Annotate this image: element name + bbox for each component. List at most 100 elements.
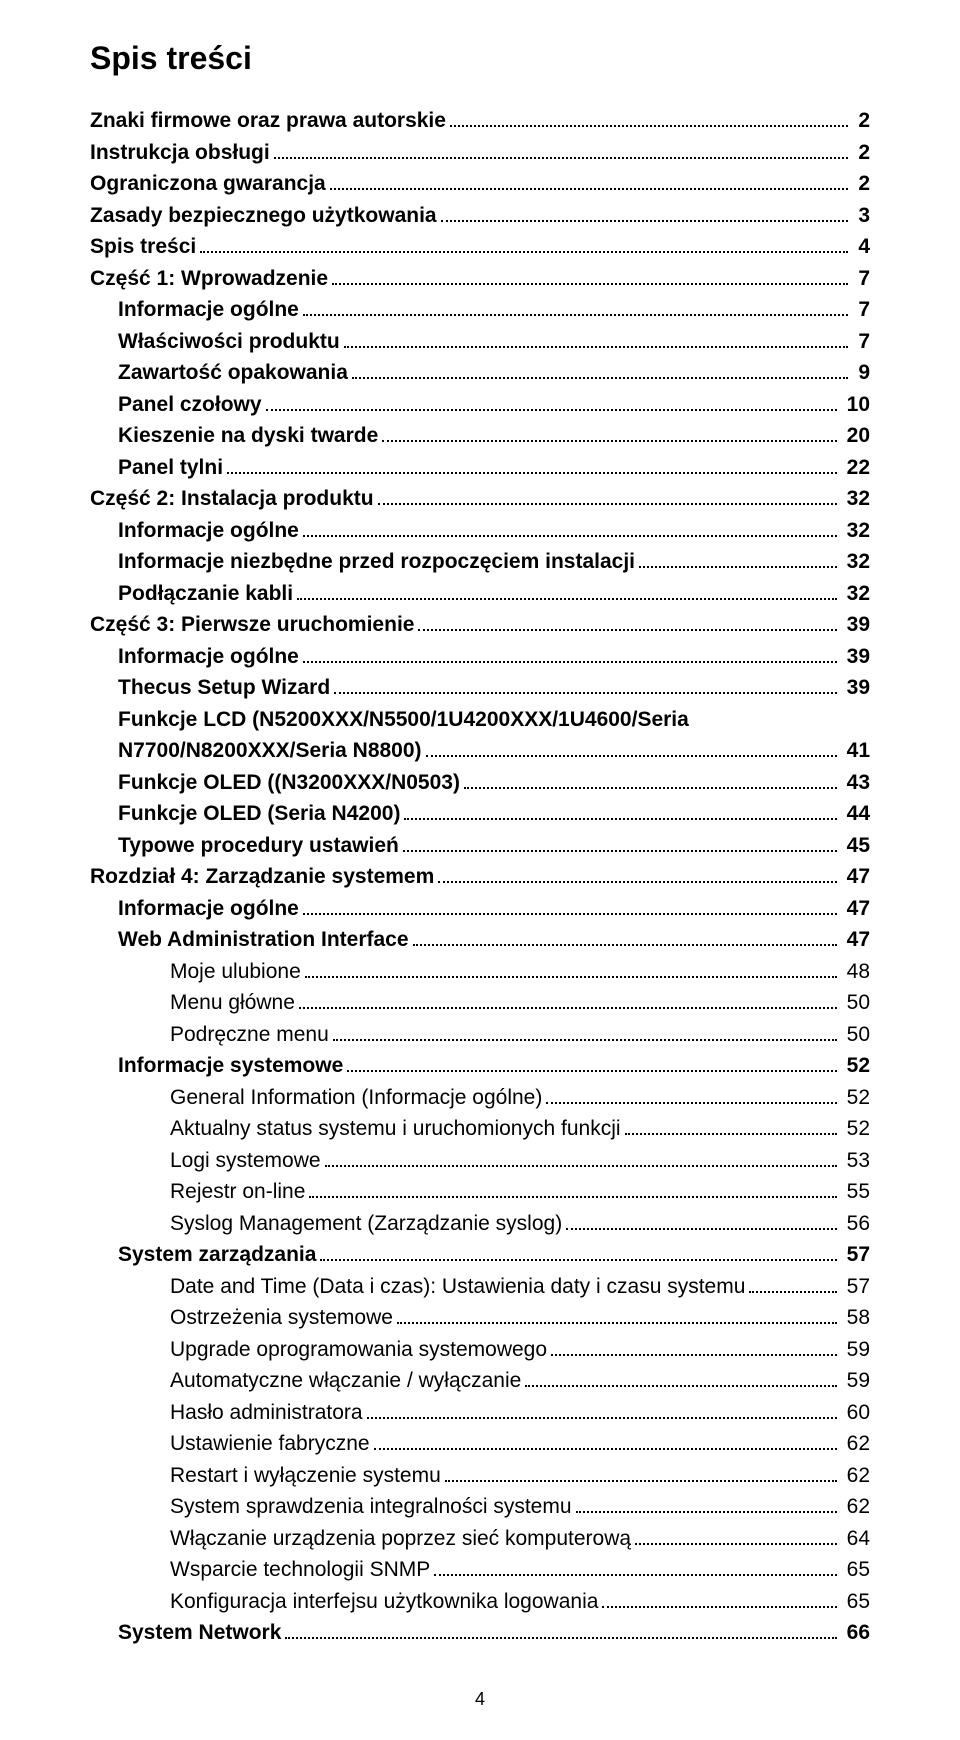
toc-entry[interactable]: Logi systemowe53: [90, 1145, 870, 1177]
toc-entry-page: 7: [852, 263, 870, 295]
toc-entry[interactable]: Informacje ogólne7: [90, 294, 870, 326]
toc-entry[interactable]: Instrukcja obsługi2: [90, 137, 870, 169]
toc-entry[interactable]: Restart i wyłączenie systemu62: [90, 1460, 870, 1492]
toc-entry-page: 62: [841, 1460, 870, 1492]
toc-entry[interactable]: System zarządzania57: [90, 1239, 870, 1271]
toc-entry[interactable]: Wsparcie technologii SNMP65: [90, 1554, 870, 1586]
toc-entry[interactable]: Funkcje OLED ((N3200XXX/N0503)43: [90, 767, 870, 799]
toc-entry[interactable]: Informacje ogólne47: [90, 893, 870, 925]
toc-entry-page: 2: [852, 105, 870, 137]
toc-leader-dots: [378, 487, 837, 505]
toc-entry-label: Część 3: Pierwsze uruchomienie: [90, 609, 414, 641]
toc-entry[interactable]: Thecus Setup Wizard39: [90, 672, 870, 704]
toc-entry[interactable]: Date and Time (Data i czas): Ustawienia …: [90, 1271, 870, 1303]
toc-entry-label: Date and Time (Data i czas): Ustawienia …: [170, 1271, 745, 1303]
toc-entry-page: 47: [841, 861, 870, 893]
toc-entry-page: 45: [841, 830, 870, 862]
toc-entry[interactable]: Ograniczona gwarancja2: [90, 168, 870, 200]
toc-entry-page: 59: [841, 1365, 870, 1397]
toc-leader-dots: [382, 424, 836, 442]
toc-entry-label: System Network: [118, 1617, 281, 1649]
toc-entry-label: Informacje ogólne: [118, 641, 299, 673]
toc-entry-page: 52: [841, 1050, 870, 1082]
toc-entry-label: N7700/N8200XXX/Seria N8800): [118, 735, 422, 767]
toc-entry-page: 55: [841, 1176, 870, 1208]
toc-entry[interactable]: Znaki firmowe oraz prawa autorskie2: [90, 105, 870, 137]
toc-entry-page: 44: [841, 798, 870, 830]
toc-entry[interactable]: Zasady bezpiecznego użytkowania3: [90, 200, 870, 232]
toc-entry-label: Zasady bezpiecznego użytkowania: [90, 200, 437, 232]
toc-leader-dots: [285, 1621, 836, 1639]
toc-entry-page: 65: [841, 1586, 870, 1618]
toc-entry-page: 10: [841, 389, 870, 421]
toc-entry-page: 43: [841, 767, 870, 799]
toc-leader-dots: [434, 1558, 836, 1576]
toc-entry-page: 48: [841, 956, 870, 988]
toc-entry-page: 62: [841, 1428, 870, 1460]
toc-entry[interactable]: Informacje systemowe52: [90, 1050, 870, 1082]
toc-entry[interactable]: Część 2: Instalacja produktu32: [90, 483, 870, 515]
toc-entry-label: Rejestr on-line: [170, 1176, 305, 1208]
toc-entry[interactable]: Funkcje LCD (N5200XXX/N5500/1U4200XXX/1U…: [90, 704, 870, 767]
toc-entry-label: Spis treści: [90, 231, 196, 263]
toc-entry-page: 62: [841, 1491, 870, 1523]
toc-entry[interactable]: Podłączanie kabli32: [90, 578, 870, 610]
toc-leader-dots: [639, 550, 837, 568]
toc-entry[interactable]: Menu główne50: [90, 987, 870, 1019]
toc-leader-dots: [303, 298, 848, 316]
toc-entry[interactable]: Web Administration Interface 47: [90, 924, 870, 956]
toc-leader-dots: [303, 519, 837, 537]
toc-entry[interactable]: Syslog Management (Zarządzanie syslog)56: [90, 1208, 870, 1240]
toc-leader-dots: [303, 645, 837, 663]
toc-entry[interactable]: Ustawienie fabryczne 62: [90, 1428, 870, 1460]
toc-leader-dots: [330, 172, 849, 190]
toc-entry[interactable]: Włączanie urządzenia poprzez sieć komput…: [90, 1523, 870, 1555]
toc-entry-label: Automatyczne włączanie / wyłączanie: [170, 1365, 521, 1397]
toc-entry-page: 57: [841, 1239, 870, 1271]
toc-leader-dots: [413, 928, 837, 946]
toc-entry[interactable]: Typowe procedury ustawień45: [90, 830, 870, 862]
toc-entry[interactable]: System Network 66: [90, 1617, 870, 1649]
toc-leader-dots: [602, 1590, 836, 1608]
toc-entry[interactable]: Funkcje OLED (Seria N4200)44: [90, 798, 870, 830]
toc-entry[interactable]: Ostrzeżenia systemowe58: [90, 1302, 870, 1334]
toc-entry[interactable]: Konfiguracja interfejsu użytkownika logo…: [90, 1586, 870, 1618]
toc-entry-page: 39: [841, 641, 870, 673]
toc-entry[interactable]: Informacje ogólne 39: [90, 641, 870, 673]
toc-entry-label: System sprawdzenia integralności systemu: [170, 1491, 572, 1523]
toc-leader-dots: [320, 1243, 836, 1261]
toc-entry-page: 53: [841, 1145, 870, 1177]
toc-entry[interactable]: Upgrade oprogramowania systemowego59: [90, 1334, 870, 1366]
toc-leader-dots: [749, 1275, 836, 1293]
toc-entry-label: Web Administration Interface: [118, 924, 409, 956]
toc-entry[interactable]: Hasło administratora60: [90, 1397, 870, 1429]
toc-entry[interactable]: Część 1: Wprowadzenie7: [90, 263, 870, 295]
toc-entry[interactable]: Informacje niezbędne przed rozpoczęciem …: [90, 546, 870, 578]
toc-entry[interactable]: Rozdział 4: Zarządzanie systemem47: [90, 861, 870, 893]
toc-entry[interactable]: Rejestr on-line 55: [90, 1176, 870, 1208]
toc-entry-label: Hasło administratora: [170, 1397, 363, 1429]
toc-entry[interactable]: Aktualny status systemu i uruchomionych …: [90, 1113, 870, 1145]
toc-entry[interactable]: General Information (Informacje ogólne)5…: [90, 1082, 870, 1114]
toc-entry[interactable]: Zawartość opakowania9: [90, 357, 870, 389]
toc-entry[interactable]: Panel czołowy10: [90, 389, 870, 421]
toc-entry-page: 47: [841, 893, 870, 925]
toc-entry[interactable]: System sprawdzenia integralności systemu…: [90, 1491, 870, 1523]
toc-entry[interactable]: Podręczne menu50: [90, 1019, 870, 1051]
toc-entry[interactable]: Spis treści4: [90, 231, 870, 263]
toc-leader-dots: [625, 1117, 837, 1135]
toc-leader-dots: [352, 361, 848, 379]
toc-entry-label: Instrukcja obsługi: [90, 137, 270, 169]
toc-entry[interactable]: Automatyczne włączanie / wyłączanie 59: [90, 1365, 870, 1397]
toc-entry-page: 66: [841, 1617, 870, 1649]
toc-entry[interactable]: Właściwości produktu7: [90, 326, 870, 358]
toc-entry-page: 58: [841, 1302, 870, 1334]
toc-entry[interactable]: Część 3: Pierwsze uruchomienie39: [90, 609, 870, 641]
toc-leader-dots: [445, 1464, 837, 1482]
toc-entry[interactable]: Moje ulubione48: [90, 956, 870, 988]
toc-entry-label: Ustawienie fabryczne: [170, 1428, 370, 1460]
toc-entry-page: 47: [841, 924, 870, 956]
toc-entry[interactable]: Informacje ogólne32: [90, 515, 870, 547]
toc-entry[interactable]: Kieszenie na dyski twarde20: [90, 420, 870, 452]
toc-entry[interactable]: Panel tylni22: [90, 452, 870, 484]
